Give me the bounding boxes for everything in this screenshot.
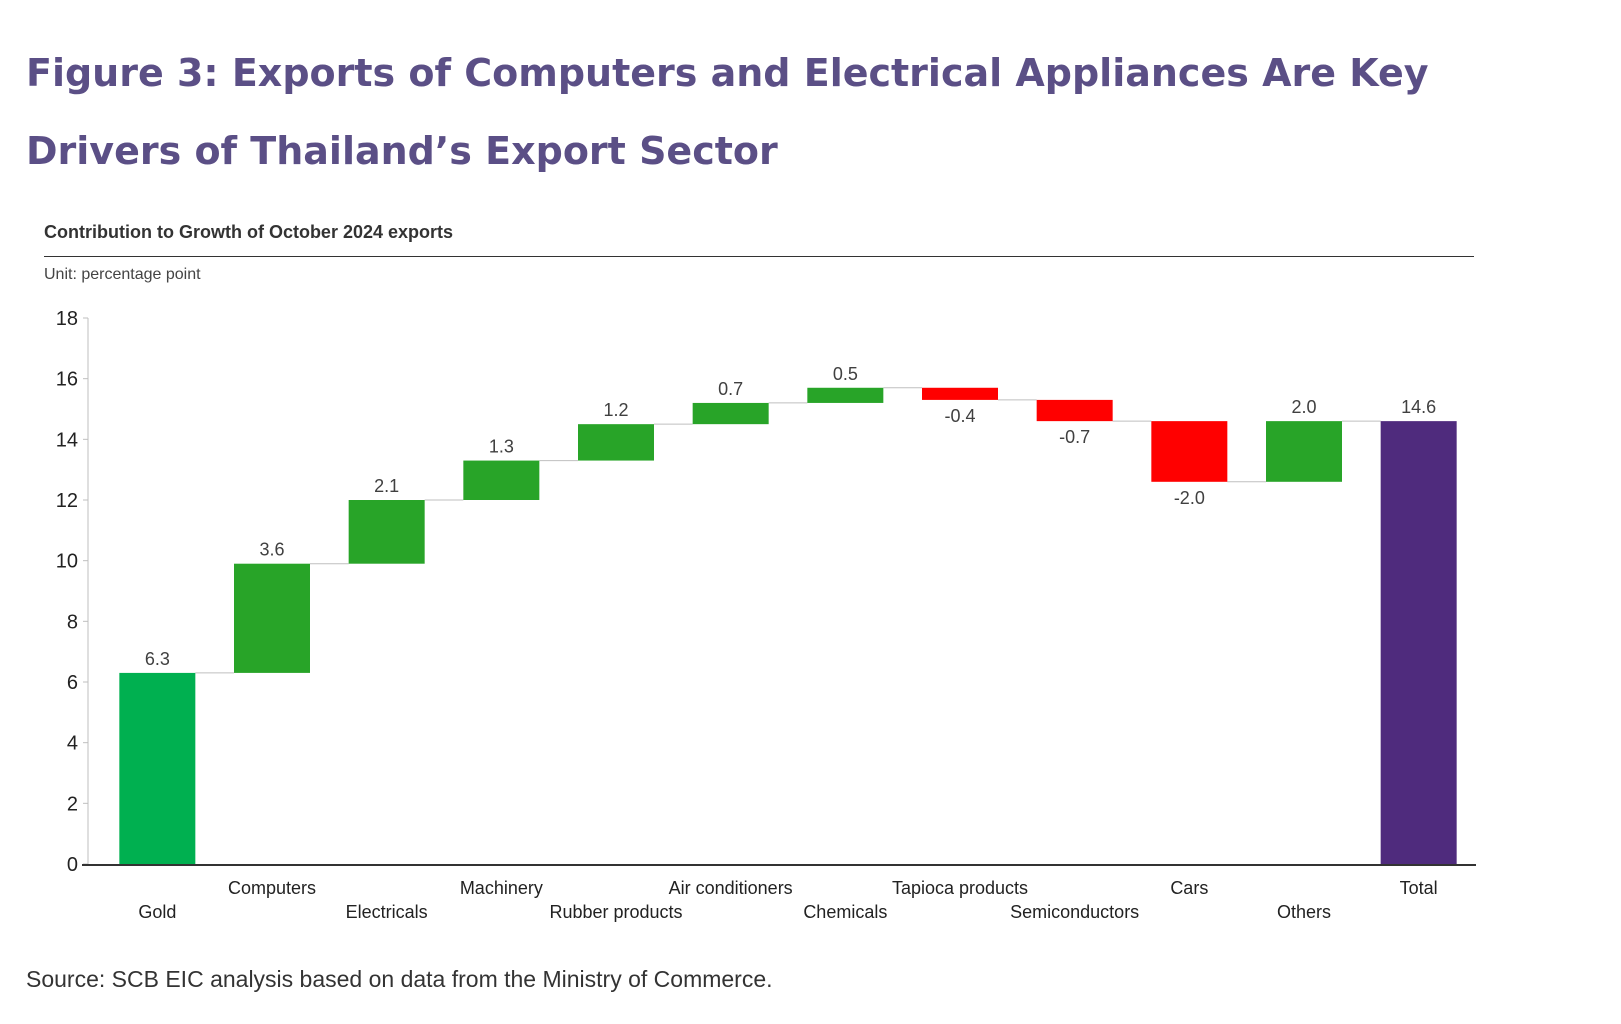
y-tick-label: 14 <box>56 429 78 451</box>
x-tick-label: Computers <box>228 878 316 898</box>
x-tick-label: Others <box>1277 902 1331 922</box>
y-tick-label: 10 <box>56 551 78 573</box>
waterfall-chart: 0 2 4 6 8 10 12 14 16 18 6.3 3.6 2.1 1.3 1.2 0.7 0.5 -0.… <box>56 308 1476 922</box>
x-tick-label: Tapioca products <box>892 878 1028 898</box>
title-rule <box>44 256 1474 257</box>
bar-gold <box>119 672 196 864</box>
y-tick-label: 18 <box>56 308 78 330</box>
value-label: 2.1 <box>374 476 399 496</box>
value-label: 1.3 <box>489 437 514 457</box>
value-label: -2.0 <box>1174 488 1205 508</box>
chart-title: Contribution to Growth of October 2024 e… <box>44 222 454 242</box>
y-tick-label: 12 <box>56 490 78 512</box>
y-tick-label: 0 <box>67 854 78 876</box>
bar-electricals <box>348 500 425 564</box>
y-axis: 0 2 4 6 8 10 12 14 16 18 <box>56 308 89 876</box>
bar-tapioca-products <box>922 387 998 400</box>
bar-machinery <box>463 460 540 500</box>
value-label: -0.4 <box>944 406 975 426</box>
y-tick-label: 16 <box>56 369 78 391</box>
value-labels: 6.3 3.6 2.1 1.3 1.2 0.7 0.5 -0.4 -0.7 -2.0 2.0 14.6 <box>145 364 1436 669</box>
figure-title: Figure 3: Exports of Computers and Elect… <box>26 51 1429 173</box>
bar-air-conditioners <box>692 402 769 425</box>
bar-semiconductors <box>1036 399 1113 422</box>
bars <box>119 387 1457 864</box>
x-tick-label: Cars <box>1170 878 1208 898</box>
bar-total <box>1380 421 1457 864</box>
value-label: 6.3 <box>145 649 170 669</box>
value-label: 1.2 <box>603 400 628 420</box>
unit-label: Unit: percentage point <box>44 266 201 283</box>
x-tick-label: Semiconductors <box>1010 902 1139 922</box>
source-note: Source: SCB EIC analysis based on data f… <box>26 966 773 992</box>
x-tick-label: Rubber products <box>549 902 682 922</box>
value-label: 0.7 <box>718 379 743 399</box>
x-tick-label: Gold <box>138 902 176 922</box>
x-axis: Gold Computers Electricals Machinery Rubber … <box>82 864 1476 922</box>
y-tick-label: 2 <box>67 793 78 815</box>
x-tick-label: Chemicals <box>803 902 887 922</box>
bar-computers <box>234 563 310 673</box>
y-tick-label: 4 <box>67 733 78 755</box>
bar-rubber-products <box>578 424 654 461</box>
x-tick-label: Machinery <box>460 878 543 898</box>
bar-others <box>1266 421 1342 482</box>
value-label: -0.7 <box>1059 427 1090 447</box>
bar-chemicals <box>807 387 884 403</box>
value-label: 0.5 <box>833 364 858 384</box>
connectors <box>195 387 1381 674</box>
bar-cars <box>1151 421 1228 482</box>
value-label: 3.6 <box>259 540 284 560</box>
y-tick-label: 6 <box>67 672 78 694</box>
value-label: 2.0 <box>1291 397 1316 417</box>
x-tick-label: Electricals <box>346 902 428 922</box>
y-tick-label: 8 <box>67 611 78 633</box>
x-tick-label: Total <box>1400 878 1438 898</box>
x-tick-label: Air conditioners <box>669 878 793 898</box>
value-label: 14.6 <box>1401 397 1436 417</box>
